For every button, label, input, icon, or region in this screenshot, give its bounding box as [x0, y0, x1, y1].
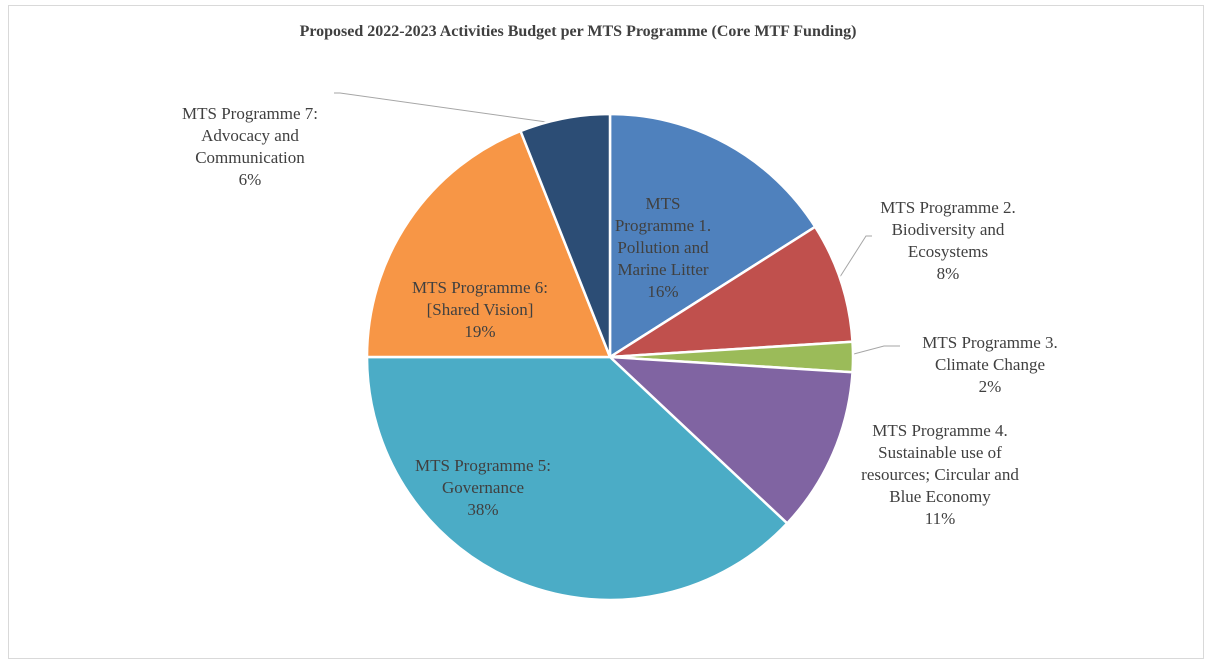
value-label: 16% — [647, 282, 679, 301]
data-label: MTS Programme 6: [Shared Vision] 19% — [393, 277, 568, 343]
category-label: MTS Programme 6: [Shared Vision] — [412, 278, 548, 319]
category-label: MTS Programme 2. Biodiversity and Ecosys… — [880, 198, 1016, 261]
data-label: MTS Programme 5: Governance 38% — [396, 455, 571, 521]
data-label: MTS Programme 4. Sustainable use of reso… — [844, 420, 1036, 530]
value-label: 2% — [978, 377, 1002, 396]
pie-slice — [365, 129, 612, 359]
data-label: MTS Programme 1. Pollution and Marine Li… — [607, 193, 719, 303]
category-label: MTS Programme 7: Advocacy and Communicat… — [182, 104, 318, 167]
leader-line — [849, 345, 900, 356]
pie-slice — [609, 225, 854, 359]
category-label: MTS Programme 5: Governance — [415, 456, 551, 497]
category-label: MTS Programme 4. Sustainable use of reso… — [861, 421, 1019, 506]
value-label: 11% — [924, 509, 956, 528]
data-label: MTS Programme 7: Advocacy and Communicat… — [155, 103, 345, 191]
pie-slice — [518, 112, 612, 358]
chart-title: Proposed 2022-2023 Activities Budget per… — [299, 23, 857, 40]
value-label: 8% — [936, 264, 960, 283]
pie-slice — [606, 355, 854, 526]
pie-slice — [608, 112, 817, 360]
value-label: 19% — [464, 322, 496, 341]
leader-line — [837, 235, 872, 281]
leader-line — [334, 92, 569, 126]
chart-frame — [8, 5, 1204, 659]
pie-slice — [365, 355, 789, 602]
category-label: MTS Programme 3. Climate Change — [922, 333, 1058, 374]
category-label: MTS Programme 1. Pollution and Marine Li… — [614, 194, 712, 279]
value-label: 6% — [238, 170, 262, 189]
data-label: MTS Programme 3. Climate Change 2% — [895, 332, 1085, 398]
value-label: 38% — [467, 500, 499, 519]
data-label: MTS Programme 2. Biodiversity and Ecosys… — [858, 197, 1038, 285]
